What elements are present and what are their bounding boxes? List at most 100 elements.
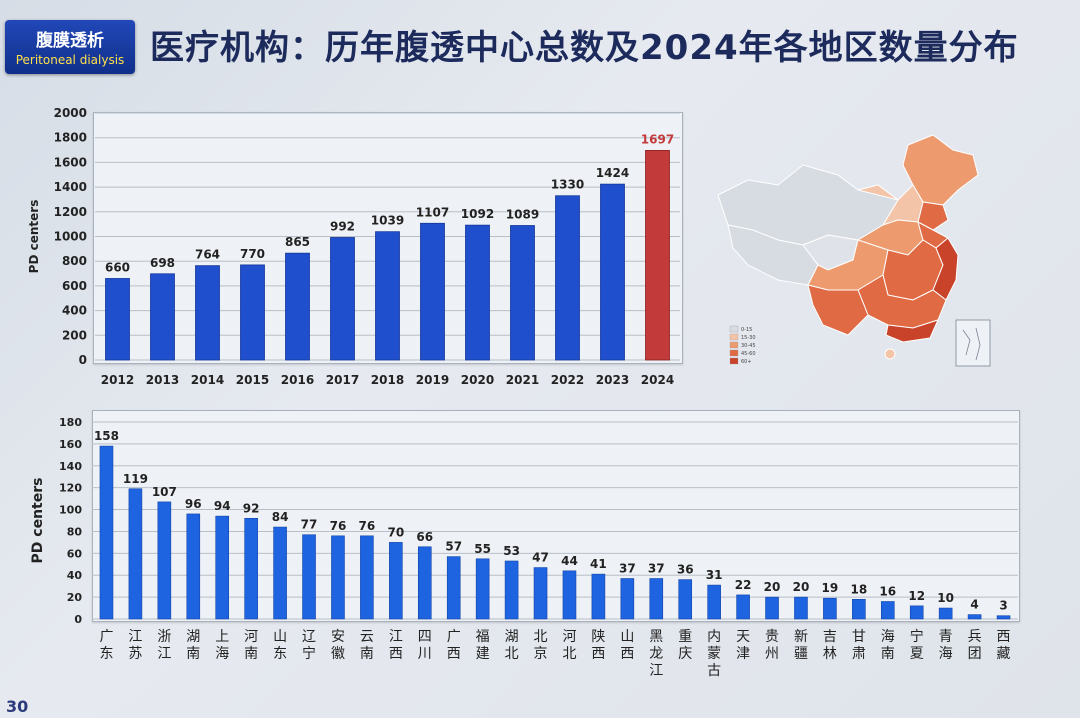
- bar: [852, 599, 866, 620]
- x-tick-label: 山东: [273, 629, 287, 662]
- x-tick-label: 2015: [236, 373, 269, 387]
- bar-value-label: 36: [677, 563, 694, 577]
- bar: [375, 231, 400, 361]
- x-tick-label: 2021: [506, 373, 539, 387]
- bar-value-label: 53: [503, 544, 520, 558]
- x-tick-label: 2020: [461, 373, 494, 387]
- x-tick-label: 吉林: [823, 629, 837, 662]
- bar: [446, 556, 461, 620]
- x-tick-label: 广东: [99, 629, 113, 662]
- x-tick-label: 兵团: [968, 629, 982, 662]
- x-tick-label: 贵州: [765, 629, 779, 662]
- y-axis-label: PD centers: [30, 478, 46, 564]
- bar: [510, 225, 535, 361]
- bar: [389, 542, 403, 620]
- bar: [360, 535, 374, 620]
- y-tick-label: 180: [59, 416, 82, 429]
- bar-value-label: 158: [94, 429, 119, 443]
- bar-value-label: 18: [850, 582, 867, 596]
- bar-value-label: 37: [648, 562, 665, 576]
- map-region-east-coast: [932, 237, 959, 301]
- bar-value-label: 31: [706, 568, 723, 582]
- y-tick-label: 800: [62, 254, 87, 268]
- map-legend: 0-15 15-30 30-45 45-60 60+: [729, 325, 756, 365]
- legend-label: 15-30: [741, 335, 756, 341]
- bar: [880, 601, 895, 620]
- bar-value-label: 698: [150, 256, 175, 270]
- bar-value-label: 1089: [506, 208, 539, 222]
- y-axis-label: PD centers: [27, 200, 41, 274]
- bar-value-label: 76: [359, 519, 376, 533]
- x-tick-label: 陕西: [591, 629, 605, 662]
- x-tick-label: 北京: [534, 629, 548, 662]
- bar: [285, 252, 310, 361]
- bar-value-label: 119: [123, 472, 148, 486]
- legend-swatch: [729, 341, 739, 349]
- bar: [736, 594, 750, 620]
- x-tick-label: 2022: [551, 373, 584, 387]
- badge-title-en: Peritoneal dialysis: [15, 53, 125, 67]
- y-tick-label: 200: [62, 328, 87, 342]
- y-tick-label: 2000: [54, 106, 87, 120]
- y-tick-label: 1200: [54, 205, 87, 219]
- bar-value-label: 1092: [461, 207, 494, 221]
- bar-value-label: 19: [822, 581, 839, 595]
- bar-value-label: 660: [105, 260, 130, 274]
- regional-pd-centers-chart: 0 20 40 60 80 100 120 140 160 180 PD centers 158 广东 1…: [30, 416, 1018, 679]
- bar-value-label: 77: [301, 518, 318, 532]
- x-tick-label: 青海: [939, 629, 953, 662]
- x-tick-label: 安徽: [331, 629, 345, 662]
- bar: [707, 584, 721, 620]
- bar-value-label: 107: [152, 485, 177, 499]
- x-tick-label: 西藏: [997, 629, 1011, 662]
- x-tick-label: 宁夏: [910, 628, 924, 662]
- x-tick-label: 2014: [191, 373, 224, 387]
- bar-value-label: 1039: [371, 214, 404, 228]
- x-tick-label: 2016: [281, 373, 314, 387]
- map-region-northeast: [902, 134, 979, 206]
- y-tick-label: 1400: [54, 180, 87, 194]
- bar: [649, 578, 664, 620]
- south-china-sea-inset: [955, 319, 991, 367]
- map-region-hainan: [884, 348, 896, 360]
- y-tick-label: 600: [62, 279, 87, 293]
- x-tick-label: 海南: [881, 629, 895, 662]
- bar: [465, 224, 490, 361]
- bar-value-label: 94: [214, 499, 231, 513]
- bar-value-label: 1424: [596, 166, 629, 180]
- x-tick-label: 内蒙古: [707, 629, 721, 679]
- bar: [938, 607, 953, 620]
- bar: [533, 567, 548, 620]
- map-region-inner-mongolia: [857, 184, 924, 226]
- x-tick-label: 江西: [389, 629, 403, 662]
- bar-value-label: 66: [416, 530, 433, 544]
- bar: [240, 264, 265, 361]
- x-tick-label: 福建: [476, 629, 490, 662]
- y-tick-label: 0: [74, 613, 82, 626]
- bar: [331, 535, 345, 620]
- x-tick-label: 江苏: [128, 629, 142, 662]
- x-tick-label: 浙江: [157, 629, 171, 662]
- x-tick-label: 云南: [360, 629, 374, 662]
- bar: [302, 534, 316, 620]
- bar: [186, 513, 201, 620]
- bar-value-label: 12: [908, 589, 925, 603]
- y-tick-label: 60: [67, 547, 83, 560]
- y-tick-label: 1000: [54, 230, 87, 244]
- bar-value-label: 20: [793, 580, 810, 594]
- bar: [157, 501, 172, 620]
- y-tick-label: 400: [62, 304, 87, 318]
- map-region-yunnan: [807, 284, 869, 336]
- bar-value-label: 10: [937, 591, 954, 605]
- legend-label: 30-45: [741, 343, 756, 349]
- legend-label: 45-60: [741, 351, 756, 357]
- bar: [150, 273, 175, 361]
- bar: [765, 596, 779, 620]
- bar-value-label: 96: [185, 497, 202, 511]
- bar: [678, 579, 693, 620]
- bar: [273, 526, 287, 620]
- bar: [195, 265, 220, 361]
- bar-value-label: 764: [195, 248, 220, 262]
- bar: [330, 237, 355, 361]
- page-title: 医疗机构：历年腹透中心总数及2024年各地区数量分布: [150, 28, 1019, 68]
